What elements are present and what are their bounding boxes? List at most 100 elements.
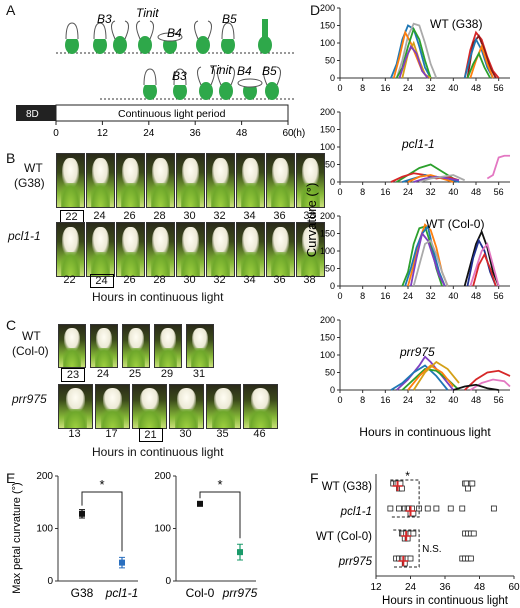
- panel-e-chart: Max petal curvature (°) 0 100 200 G38 pcl1-1 *…: [11, 471, 258, 600]
- d-xtick-label: 8: [360, 395, 365, 405]
- photo-hour-label: 38: [303, 210, 316, 222]
- e-sig-bracket: [199, 491, 241, 539]
- f-point: [459, 505, 466, 512]
- flowers-bottom-row: [143, 66, 281, 100]
- d-ytick-label: 100: [320, 38, 335, 48]
- f-xtick-label: 60: [508, 582, 520, 593]
- panel-a-tick-label: 24: [143, 128, 155, 139]
- flower-photo: [296, 222, 325, 277]
- flower-photo: [176, 153, 205, 208]
- d-series-line: [409, 231, 446, 287]
- flower-photo: [236, 153, 265, 208]
- flower-photo: [186, 324, 214, 368]
- flower-pistil: [262, 19, 268, 37]
- flower-photo: [206, 153, 235, 208]
- flower-stage-glyph: [143, 68, 157, 100]
- flower-petal-right: [276, 66, 281, 86]
- flower-photo: [58, 324, 86, 368]
- flower-stage-glyph: [136, 20, 154, 54]
- flower-photo: [146, 153, 175, 208]
- photo-hour-label: 25: [128, 368, 142, 380]
- d-ytick-label: 150: [320, 21, 335, 31]
- f-category-label: WT (G38): [322, 481, 372, 493]
- flower-stage-glyph: [237, 78, 263, 100]
- flower-photo: [296, 153, 325, 208]
- flower-photo: [146, 222, 175, 277]
- stage-b5-bottom: B5: [262, 64, 277, 78]
- d-subplot: 0 50 100 150 200 0 8 16 24 32 40 48 56 WT (G38): [320, 3, 510, 93]
- photo-hour-label: 29: [160, 368, 174, 380]
- d-subplot: 0 50 100 150 200 0 8 16 24 32 40 48 56 prr975: [320, 315, 511, 405]
- photo-hour-label: 30: [183, 210, 196, 222]
- e-ytick-label: 0: [47, 576, 53, 587]
- flowers-top-row: [65, 19, 272, 54]
- flower-bud: [143, 82, 157, 100]
- flower-bud: [265, 82, 279, 100]
- panel-a-tick-label: 0: [53, 128, 59, 139]
- d-series-line: [469, 43, 494, 79]
- e-subplot: 0 100 200 G38 pcl1-1 *: [36, 471, 138, 600]
- stage-b3-bottom: B3: [172, 69, 187, 83]
- photo-hour-label: 23: [61, 368, 85, 382]
- d-ytick-label: 50: [325, 368, 335, 378]
- flower-petal-right: [207, 20, 212, 40]
- flower-stage-glyph: [194, 20, 212, 54]
- d-xlabel: Hours in continuous light: [359, 425, 491, 439]
- e-point: [79, 510, 85, 517]
- flower-bud: [93, 36, 107, 54]
- flower-stage-glyph: [263, 66, 281, 100]
- panel-d-chart: Curvature (°) 0 50 100 150 200 0 8 16 24 32 40 48 56 W…: [304, 3, 511, 439]
- flower-photo: [206, 384, 241, 429]
- d-xtick-label: 8: [360, 83, 365, 93]
- flower-photo: [132, 384, 167, 429]
- flower-petals-flat: [237, 78, 263, 88]
- photo-hour-label: 36: [273, 274, 286, 286]
- d-xtick-label: 32: [426, 187, 436, 197]
- bar-unit-label: (h): [293, 128, 305, 139]
- photo-hour-label: 26: [123, 274, 136, 286]
- d-xtick-label: 40: [448, 395, 458, 405]
- f-point: [470, 530, 477, 537]
- photo-hour-label: 36: [273, 210, 286, 222]
- photo-hour-label: 38: [303, 274, 316, 286]
- stage-tinit-bottom: Tinit: [209, 63, 232, 77]
- flower-photo: [266, 222, 295, 277]
- flower-photo: [116, 153, 145, 208]
- f-point: [467, 555, 474, 562]
- d-series-line: [404, 224, 446, 287]
- flower-stage-glyph: [173, 68, 187, 100]
- d-xtick-label: 40: [448, 83, 458, 93]
- d-subplot-title: WT (Col-0): [426, 217, 484, 231]
- f-bracket-2: [393, 529, 420, 568]
- panel-a-tick-label: 48: [236, 128, 248, 139]
- d-series-line: [453, 383, 499, 391]
- flower-stage-glyph: [221, 22, 235, 54]
- flower-stage-glyph: [65, 22, 79, 54]
- d-xtick-label: 16: [380, 83, 390, 93]
- f-point: [410, 530, 417, 537]
- photo-hour-label: 21: [138, 428, 163, 442]
- d-xtick-label: 40: [448, 291, 458, 301]
- flower-stage-glyph: [111, 20, 129, 54]
- flower-stage-glyph: [157, 32, 183, 54]
- flower-photo: [90, 324, 118, 368]
- e-sig-bracket: [81, 491, 123, 552]
- d-xtick-label: 32: [426, 291, 436, 301]
- flower-stage-glyph: [197, 66, 215, 100]
- d-subplot-title: prr975: [399, 345, 435, 359]
- panel-f-letter: F: [310, 470, 319, 486]
- flower-petal-right: [210, 66, 215, 86]
- e-category-label: pcl1-1: [105, 586, 139, 600]
- d-ytick-label: 50: [325, 160, 335, 170]
- panel-a-diagram: B3 Tinit B4 B5 B3 Tinit B4 B5 8D Continu…: [16, 6, 305, 139]
- c-xlabel: Hours in continuous light: [92, 445, 224, 459]
- d-ytick-label: 100: [320, 246, 335, 256]
- d-xtick-label: 8: [360, 291, 365, 301]
- flower-bud: [113, 36, 127, 54]
- flower-bud: [138, 36, 152, 54]
- panel-a-tick-label: 12: [97, 128, 109, 139]
- flower-petals: [93, 22, 107, 40]
- flower-petal-right: [230, 66, 235, 86]
- f-bracket-1: [390, 479, 420, 518]
- photo-hour-label: 30: [179, 428, 192, 440]
